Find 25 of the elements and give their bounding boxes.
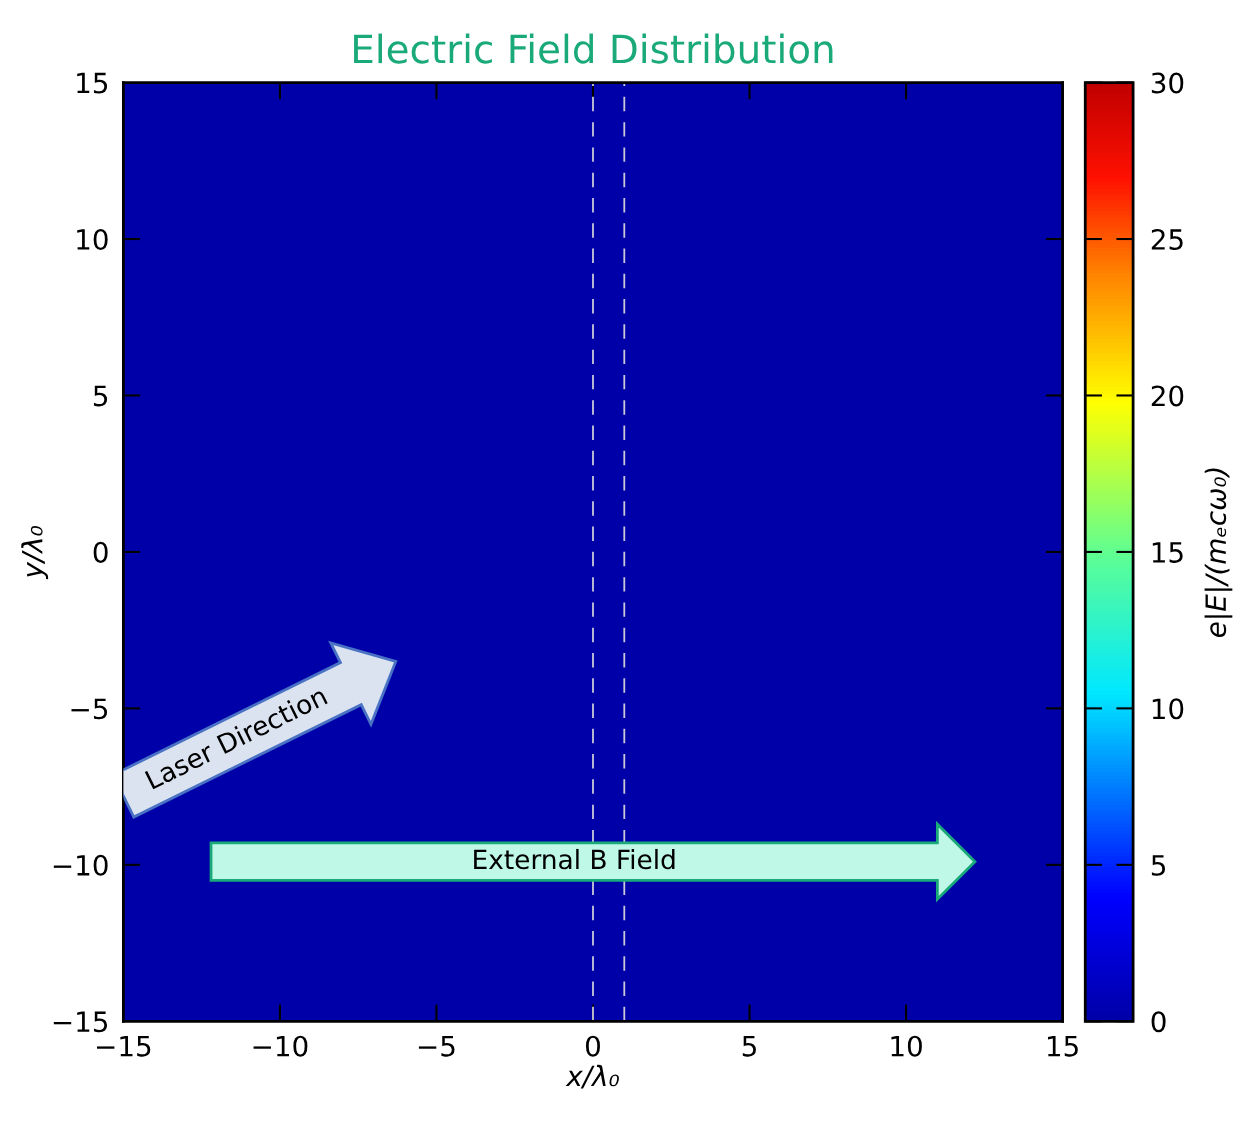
y-tick-label: −15 (53, 1011, 108, 1033)
color-bar-label: 30 (1151, 72, 1184, 94)
color-bar-label: 10 (1152, 698, 1184, 720)
y-tick-label: 15 (77, 72, 108, 94)
y-tick-label: 5 (93, 385, 108, 407)
color-bar-title: e|E|/(mₑcω₀) (1204, 468, 1233, 637)
chart-title: Electric Field Distribution (354, 33, 833, 64)
y-tick-label: 10 (77, 228, 108, 250)
x-axis-title: x/λ₀ (565, 1064, 619, 1089)
color-bar-label: 0 (1151, 1011, 1166, 1033)
x-tick-label: −5 (418, 1036, 455, 1057)
y-tick-label: 0 (93, 541, 108, 563)
y-tick-label: −10 (53, 854, 108, 876)
color-bar-label: 20 (1151, 385, 1184, 407)
x-tick-label: −10 (253, 1035, 308, 1057)
x-tick-label: 15 (1047, 1036, 1078, 1057)
annotation: External B Field (474, 848, 675, 870)
x-tick-label: 10 (891, 1035, 922, 1057)
y-axis-title: y/λ₀ (21, 525, 49, 580)
color-bar-label: 15 (1152, 542, 1183, 563)
color-bar-label: 25 (1151, 228, 1183, 250)
x-tick-label: 0 (585, 1035, 600, 1057)
y-tick-label: −5 (71, 698, 108, 720)
x-tick-label: 5 (742, 1036, 756, 1057)
color-bar-label: 5 (1151, 855, 1166, 876)
